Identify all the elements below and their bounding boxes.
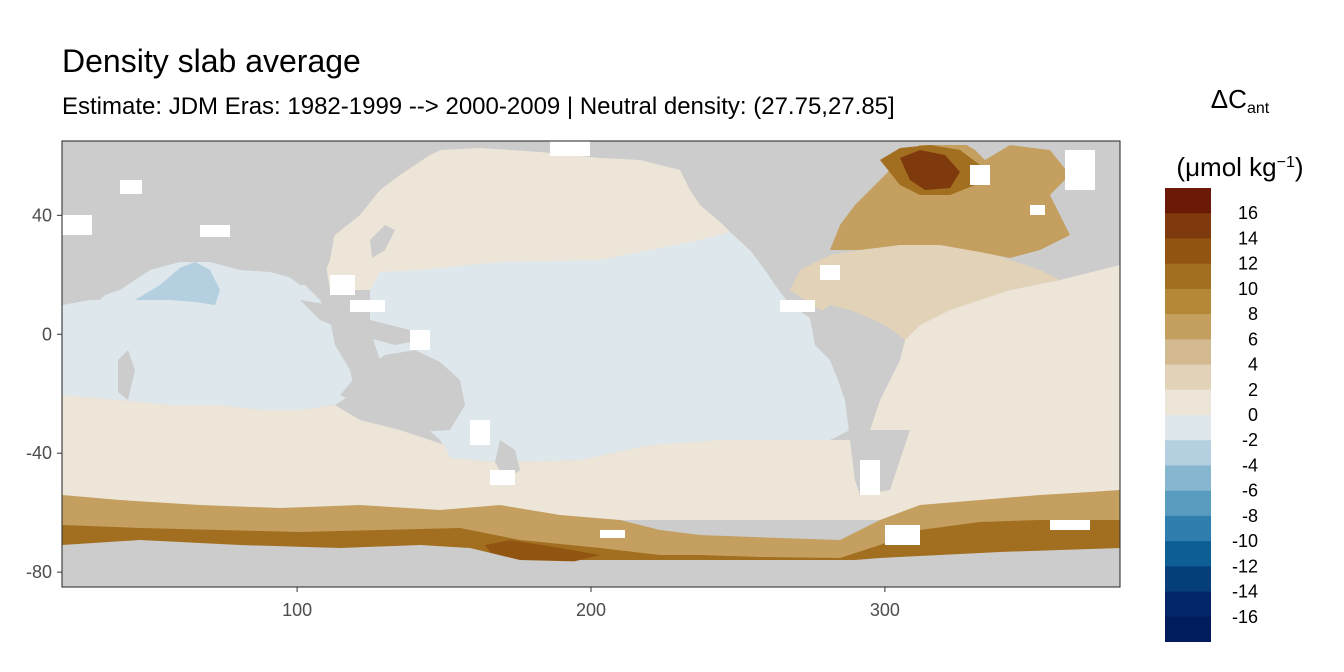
legend-label: -4 [1242,455,1258,475]
legend-label: 4 [1248,355,1258,375]
gap-8 [780,300,815,312]
legend-title-units: (μmol kg−1) [1160,148,1320,182]
land-madagascar [118,350,135,400]
y-axis: 40 0 -40 -80 [26,205,62,582]
ocean-north-atlantic [830,145,1070,258]
legend-swatch [1165,288,1211,315]
land-japan [370,225,395,258]
legend-swatch [1165,213,1211,239]
ocean-south-atlantic [870,265,1120,430]
gap-14 [1030,205,1045,215]
ocean-labrador-sea [900,150,960,190]
legend-label: 0 [1248,405,1258,425]
antarctica-land [62,540,1120,587]
gap-2 [120,180,142,194]
legend-label: -2 [1242,430,1258,450]
legend-title-main: ΔC [1210,84,1247,114]
gap-18 [600,530,625,538]
x-tick-label: 100 [282,600,312,620]
gap-3 [330,275,355,295]
ocean-pacific-tropics [370,232,850,462]
ocean-indian [62,262,355,410]
land-australia [340,350,465,432]
legend-swatch [1165,541,1211,567]
gap-1 [62,215,92,235]
legend-swatch [1165,440,1211,466]
x-tick-label: 300 [870,600,900,620]
legend-title: ΔCant (μmol kg−1) [1160,84,1320,182]
map-panel [62,141,1120,587]
gap-5 [410,330,430,350]
land-greenland [960,141,1060,160]
legend-swatch [1165,415,1211,441]
gap-7 [490,470,515,485]
gap-16 [1050,520,1090,530]
gap-17 [200,225,230,237]
legend-label: 10 [1238,279,1258,299]
land-indonesia [300,300,420,345]
legend-swatch [1165,465,1211,492]
legend-label: -6 [1242,481,1258,501]
gap-11 [885,525,920,545]
legend-label: -16 [1232,607,1258,627]
legend-units-superscript: −1 [1276,154,1295,171]
legend-units-close: ) [1294,152,1304,182]
land-south-america [812,305,905,495]
legend-swatch [1165,339,1211,366]
land-africa [62,141,150,305]
y-tick-label: -80 [26,562,52,582]
y-tick-label: -40 [26,443,52,463]
legend-swatch [1165,591,1211,618]
legend-swatch [1165,314,1211,340]
legend-swatch [1165,364,1211,391]
gap-12 [970,165,990,185]
gap-6 [470,420,490,445]
legend-label: 8 [1248,304,1258,324]
legend-swatch [1165,490,1211,517]
legend-swatch [1165,188,1211,214]
legend-label: 12 [1238,254,1258,274]
land-europe [1050,141,1120,265]
chart-title: Density slab average [62,43,361,79]
land-eurasia [62,141,460,285]
legend-label: 2 [1248,380,1258,400]
land-north-america [680,141,880,290]
antarctic-margin [62,490,1120,587]
legend-label: -8 [1242,506,1258,526]
legend-label: -12 [1232,556,1258,576]
legend-swatch [1165,238,1211,265]
legend-label: 14 [1238,228,1258,248]
legend-label: 16 [1238,203,1258,223]
gap-15 [550,141,590,156]
gap-4 [350,300,385,312]
legend-label: -10 [1232,531,1258,551]
x-axis: 100 200 300 [282,587,900,620]
legend-swatch [1165,616,1211,642]
legend-title-subscript: ant [1246,100,1270,117]
data-gaps [62,141,1095,545]
ocean-southern [62,395,1120,520]
legend-swatch [1165,566,1211,593]
y-tick-label: 0 [42,324,52,344]
gap-9 [820,265,840,280]
x-tick-label: 200 [576,600,606,620]
continents [62,141,1120,495]
legend-units-open: (μmol kg [1176,152,1277,182]
legend-swatch [1165,389,1211,416]
legend-label: -14 [1232,582,1258,602]
legend-label: 6 [1248,329,1258,349]
legend-color-bar: 16 14 12 10 8 6 4 2 0 -2 -4 -6 -8 -10 -12 -14 -16 [1165,188,1258,642]
gap-13 [1065,150,1095,190]
chart-subtitle: Estimate: JDM Eras: 1982-1999 --> 2000-2… [62,93,895,120]
legend-swatch [1165,263,1211,290]
legend-title-variable: ΔCant [1160,84,1320,124]
gap-10 [860,460,880,495]
ocean-arabian-sea [135,262,220,305]
y-tick-label: 40 [32,205,52,225]
legend-swatch [1165,515,1211,542]
ocean-layer [62,145,1120,520]
